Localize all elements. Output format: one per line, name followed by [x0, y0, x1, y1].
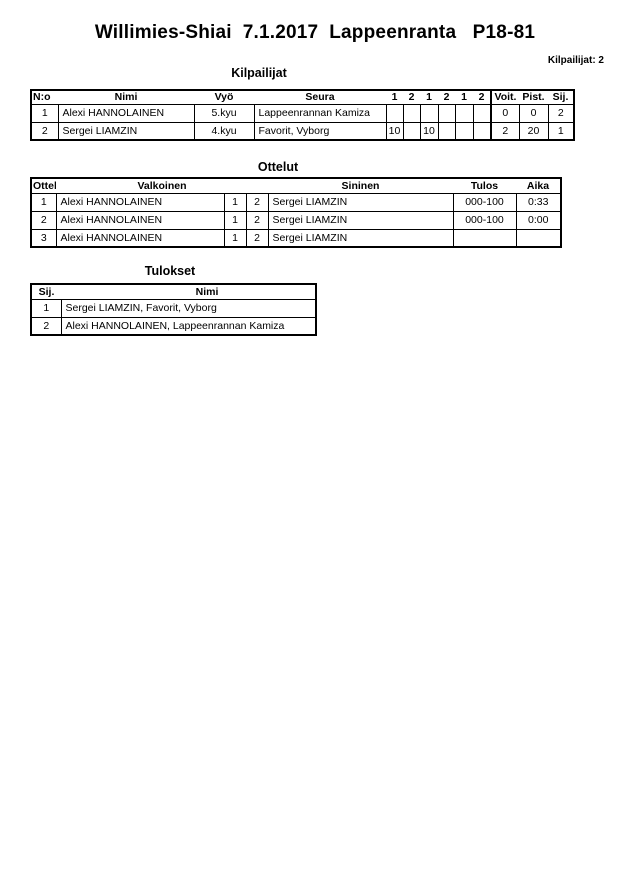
cell-sij: 2 — [547, 103, 575, 123]
cell-valkoinen: Alexi HANNOLAINEN — [55, 192, 225, 212]
cell-score-5 — [454, 103, 474, 123]
cell-ottelu: 2 — [30, 210, 57, 230]
col-header-nimi: Nimi — [58, 90, 194, 105]
tulokset-row: 2 Alexi HANNOLAINEN, Lappeenrannan Kamiz… — [30, 316, 317, 336]
cell-score-6 — [472, 121, 492, 141]
ottelut-header-row: Ottelu Valkoinen Sininen Tulos Aika — [31, 178, 561, 194]
col-header-ottelu: Ottelu — [31, 178, 56, 194]
col-header-sij: Sij. — [31, 284, 61, 300]
cell-tulos — [452, 228, 517, 248]
cell-white-no: 1 — [223, 228, 247, 248]
kilpailijat-row: 2 Sergei LIAMZIN 4.kyu Favorit, Vyborg 1… — [30, 121, 575, 141]
cell-score-2 — [402, 121, 421, 141]
col-header-score-2: 2 — [403, 90, 420, 105]
cell-sij: 1 — [30, 298, 62, 318]
cell-white-no: 1 — [223, 210, 247, 230]
cell-tulos: 000-100 — [452, 210, 517, 230]
col-header-tulos: Tulos — [453, 178, 516, 194]
cell-score-3 — [419, 103, 439, 123]
col-header-sininen: Sininen — [268, 178, 453, 194]
cell-no: 1 — [30, 103, 59, 123]
cell-seura: Favorit, Vyborg — [253, 121, 387, 141]
cell-valkoinen: Alexi HANNOLAINEN — [55, 228, 225, 248]
cell-sininen: Sergei LIAMZIN — [267, 228, 454, 248]
cell-score-2 — [402, 103, 421, 123]
col-header-valkoinen: Valkoinen — [56, 178, 268, 194]
cell-voit: 2 — [490, 121, 520, 141]
cell-voit: 0 — [490, 103, 520, 123]
cell-pist: 0 — [518, 103, 549, 123]
cell-ottelu: 3 — [30, 228, 57, 248]
cell-nimi: Sergei LIAMZIN, Favorit, Vyborg — [60, 298, 317, 318]
tulokset-table: Sij. Nimi 1 Sergei LIAMZIN, Favorit, Vyb… — [30, 283, 317, 336]
col-header-seura: Seura — [254, 90, 386, 105]
tulokset-row: 1 Sergei LIAMZIN, Favorit, Vyborg — [30, 298, 317, 318]
cell-aika — [515, 228, 562, 248]
page-title: Willimies-Shiai 7.1.2017 Lappeenranta P1… — [94, 22, 536, 43]
col-header-nimi: Nimi — [61, 284, 316, 300]
cell-sininen: Sergei LIAMZIN — [267, 192, 454, 212]
cell-nimi: Alexi HANNOLAINEN — [57, 103, 195, 123]
cell-seura: Lappeenrannan Kamiza — [253, 103, 387, 123]
cell-score-1 — [385, 103, 404, 123]
col-header-score-5: 1 — [455, 90, 473, 105]
cell-tulos: 000-100 — [452, 192, 517, 212]
cell-nimi: Sergei LIAMZIN — [57, 121, 195, 141]
col-header-sij: Sij. — [548, 90, 574, 105]
cell-vyo: 5.kyu — [193, 103, 255, 123]
cell-valkoinen: Alexi HANNOLAINEN — [55, 210, 225, 230]
col-header-aika: Aika — [516, 178, 561, 194]
cell-score-3: 10 — [419, 121, 439, 141]
cell-sij: 1 — [547, 121, 575, 141]
kilpailijat-section-title: Kilpailijat — [231, 66, 287, 80]
kilpailijat-table: N:o Nimi Vyö Seura 1 2 1 2 1 2 Voit. Pis… — [30, 89, 575, 141]
ottelut-row: 1 Alexi HANNOLAINEN 1 2 Sergei LIAMZIN 0… — [30, 192, 562, 212]
col-header-score-3: 1 — [420, 90, 438, 105]
cell-score-1: 10 — [385, 121, 404, 141]
cell-aika: 0:33 — [515, 192, 562, 212]
cell-blue-no: 2 — [245, 210, 269, 230]
cell-sij: 2 — [30, 316, 62, 336]
tulokset-section-title: Tulokset — [144, 264, 196, 278]
cell-score-6 — [472, 103, 492, 123]
col-header-vyo: Vyö — [194, 90, 254, 105]
cell-no: 2 — [30, 121, 59, 141]
ottelut-table: Ottelu Valkoinen Sininen Tulos Aika 1 Al… — [30, 177, 562, 248]
kilpailijat-row: 1 Alexi HANNOLAINEN 5.kyu Lappeenrannan … — [30, 103, 575, 123]
col-header-score-1: 1 — [386, 90, 403, 105]
col-header-score-4: 2 — [438, 90, 455, 105]
ottelut-row: 2 Alexi HANNOLAINEN 1 2 Sergei LIAMZIN 0… — [30, 210, 562, 230]
tulokset-header-row: Sij. Nimi — [31, 284, 316, 300]
cell-pist: 20 — [518, 121, 549, 141]
cell-nimi: Alexi HANNOLAINEN, Lappeenrannan Kamiza — [60, 316, 317, 336]
cell-white-no: 1 — [223, 192, 247, 212]
cell-vyo: 4.kyu — [193, 121, 255, 141]
col-header-voit: Voit. — [490, 90, 519, 105]
ottelut-row: 3 Alexi HANNOLAINEN 1 2 Sergei LIAMZIN — [30, 228, 562, 248]
cell-blue-no: 2 — [245, 228, 269, 248]
col-header-pist: Pist. — [519, 90, 548, 105]
cell-score-4 — [437, 103, 456, 123]
col-header-no: N:o — [31, 90, 58, 105]
cell-sininen: Sergei LIAMZIN — [267, 210, 454, 230]
cell-score-4 — [437, 121, 456, 141]
col-header-score-6: 2 — [473, 90, 491, 105]
kilpailijat-header-row: N:o Nimi Vyö Seura 1 2 1 2 1 2 Voit. Pis… — [31, 90, 574, 105]
cell-ottelu: 1 — [30, 192, 57, 212]
competitors-count-label: Kilpailijat: 2 — [547, 55, 604, 66]
cell-blue-no: 2 — [245, 192, 269, 212]
cell-aika: 0:00 — [515, 210, 562, 230]
ottelut-section-title: Ottelut — [257, 160, 299, 174]
cell-score-5 — [454, 121, 474, 141]
